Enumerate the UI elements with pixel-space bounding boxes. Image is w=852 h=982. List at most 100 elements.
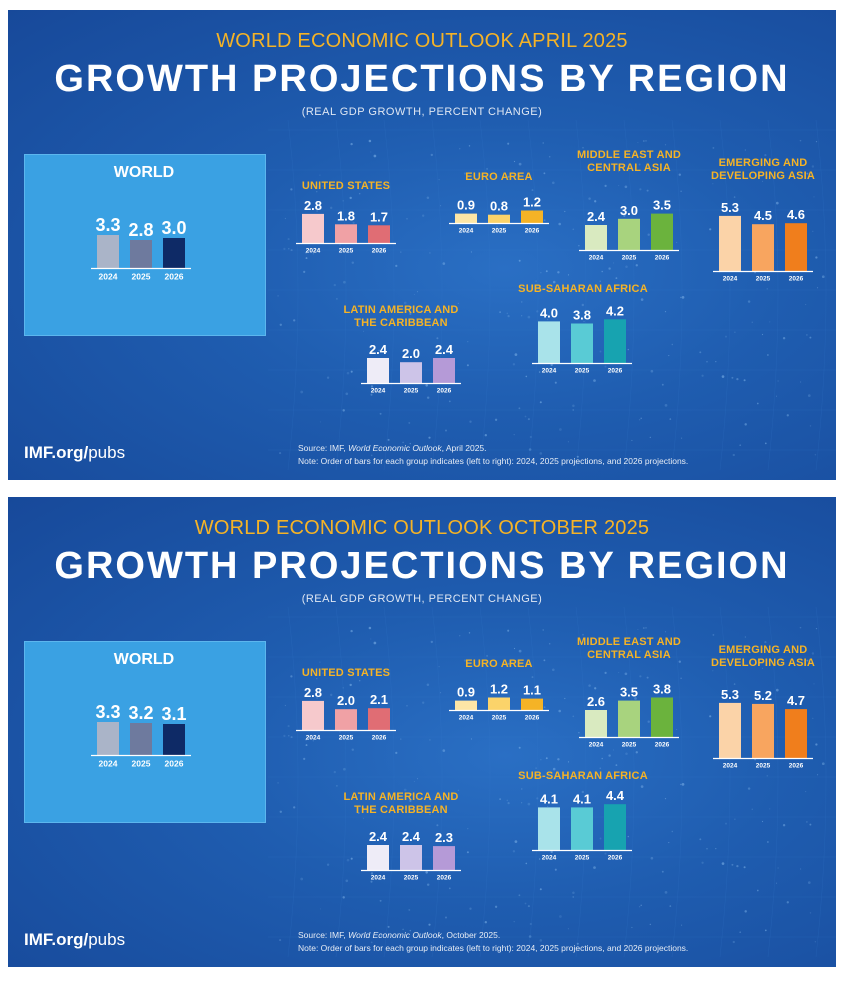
note-line: Note: Order of bars for each group indic…	[298, 456, 689, 466]
group-label-euro-area: EURO AREA	[465, 658, 533, 670]
tick-label: 2025	[756, 276, 771, 283]
bar-sub-saharan-2024	[538, 321, 560, 363]
group-label-united-states: UNITED STATES	[301, 180, 391, 192]
data-label: 1.2	[490, 682, 508, 697]
tick-label: 2025	[132, 759, 151, 769]
bar-world-2025	[130, 240, 152, 268]
bar-latin-america-2024	[367, 358, 389, 383]
source-note: Source: IMF, World Economic Outlook, Apr…	[298, 442, 688, 468]
tick-label: 2024	[99, 272, 118, 282]
source-suffix: , April 2025.	[441, 443, 487, 453]
bar-latin-america-2025	[400, 845, 422, 870]
site-rest: pubs	[88, 443, 126, 462]
tick-label: 2025	[404, 875, 419, 882]
bar-chart: 3.3 2024 3.2 2025 3.1 2026 2.8 2024 2.0 2025 2.1 20…	[91, 682, 813, 882]
bar-sub-saharan-2026	[604, 804, 626, 850]
tick-label: 2026	[372, 248, 387, 255]
infographic-panel-october: WORLD ECONOMIC OUTLOOK OCTOBER 2025 GROW…	[8, 497, 836, 967]
site-bold: IMF.org/	[24, 443, 89, 462]
tick-label: 2026	[789, 763, 804, 770]
data-label: 3.3	[95, 215, 120, 235]
bar-euro-area-2026	[521, 210, 543, 223]
tick-label: 2025	[492, 715, 507, 722]
panel-subtitle: WORLD ECONOMIC OUTLOOK APRIL 2025	[216, 30, 628, 52]
source-italic: World Economic Outlook	[348, 930, 442, 940]
data-label: 3.0	[161, 218, 186, 238]
source-note: Source: IMF, World Economic Outlook, Oct…	[298, 929, 688, 955]
tick-label: 2026	[608, 855, 623, 862]
data-label: 3.3	[95, 702, 120, 722]
tick-label: 2025	[756, 763, 771, 770]
data-label: 2.8	[304, 685, 322, 700]
imf-site-link[interactable]: IMF.org/pubs	[24, 443, 125, 463]
bar-emerging-asia-2025	[752, 224, 774, 271]
tick-label: 2024	[371, 388, 386, 395]
bar-middle-east-2024	[585, 710, 607, 737]
bar-latin-america-2026	[433, 846, 455, 870]
bar-sub-saharan-2025	[571, 323, 593, 363]
group-label-euro-area: EURO AREA	[465, 171, 533, 183]
bar-united-states-2026	[368, 225, 390, 243]
data-label: 4.4	[606, 788, 625, 803]
tick-label: 2026	[655, 255, 670, 262]
tick-label: 2025	[404, 388, 419, 395]
group-label-sub-saharan: SUB-SAHARAN AFRICA	[518, 770, 648, 782]
source-prefix: Source: IMF,	[298, 443, 349, 453]
infographic-panel-april: WORLD ECONOMIC OUTLOOK APRIL 2025 GROWTH…	[8, 10, 836, 480]
data-label: 2.4	[369, 829, 388, 844]
data-label: 3.2	[128, 703, 153, 723]
bar-euro-area-2026	[521, 698, 543, 710]
source-line: Source: IMF, World Economic Outlook, Apr…	[298, 442, 688, 455]
bar-middle-east-2025	[618, 700, 640, 737]
tick-label: 2025	[339, 248, 354, 255]
bar-group-emerging-asia: 5.3 2024 5.2 2025 4.7 2026	[713, 687, 813, 770]
tick-label: 2024	[306, 248, 321, 255]
bar-united-states-2025	[335, 709, 357, 730]
bar-emerging-asia-2025	[752, 703, 774, 758]
group-label-emerging-asia: EMERGING AND DEVELOPING ASIA	[710, 644, 816, 669]
bar-united-states-2025	[335, 224, 357, 243]
tick-label: 2024	[589, 255, 604, 262]
bar-united-states-2024	[302, 700, 324, 730]
data-label: 4.5	[754, 208, 772, 223]
bar-group-sub-saharan: 4.1 2024 4.1 2025 4.4 2026	[532, 788, 632, 862]
tick-label: 2025	[575, 368, 590, 375]
bar-group-middle-east: 2.4 2024 3.0 2025 3.5 2026	[579, 198, 679, 262]
data-label: 4.7	[787, 693, 805, 708]
tick-label: 2024	[459, 715, 474, 722]
tick-label: 2024	[542, 368, 557, 375]
data-label: 2.4	[587, 209, 606, 224]
bar-group-world: 3.3 2024 2.8 2025 3.0 2026	[91, 215, 191, 282]
tick-label: 2026	[525, 228, 540, 235]
bar-euro-area-2025	[488, 214, 510, 223]
bar-latin-america-2025	[400, 362, 422, 383]
data-label: 0.9	[457, 198, 475, 213]
bar-world-2026	[163, 238, 185, 268]
source-suffix: , October 2025.	[441, 930, 501, 940]
data-label: 4.2	[606, 303, 624, 318]
tick-label: 2025	[492, 228, 507, 235]
tick-label: 2024	[723, 763, 738, 770]
source-prefix: Source: IMF,	[298, 930, 349, 940]
data-label: 2.4	[435, 342, 454, 357]
bar-euro-area-2024	[455, 700, 477, 710]
imf-site-link[interactable]: IMF.org/pubs	[24, 930, 125, 950]
tick-label: 2024	[542, 855, 557, 862]
tick-label: 2025	[622, 742, 637, 749]
site-bold: IMF.org/	[24, 930, 89, 949]
data-label: 2.8	[128, 220, 153, 240]
bar-group-euro-area: 0.9 2024 1.2 2025 1.1 2026	[449, 682, 549, 722]
panel-subtitle: WORLD ECONOMIC OUTLOOK OCTOBER 2025	[194, 517, 650, 539]
data-label: 3.5	[620, 685, 638, 700]
bar-group-emerging-asia: 5.3 2024 4.5 2025 4.6 2026	[713, 200, 813, 283]
bar-middle-east-2024	[585, 225, 607, 250]
bar-united-states-2026	[368, 708, 390, 730]
tick-label: 2024	[99, 759, 118, 769]
tick-label: 2024	[589, 742, 604, 749]
data-label: 5.3	[721, 200, 739, 215]
source-line: Source: IMF, World Economic Outlook, Oct…	[298, 929, 688, 942]
data-label: 3.5	[653, 198, 671, 213]
bar-emerging-asia-2026	[785, 223, 807, 271]
tick-label: 2024	[723, 276, 738, 283]
data-label: 2.4	[369, 342, 388, 357]
